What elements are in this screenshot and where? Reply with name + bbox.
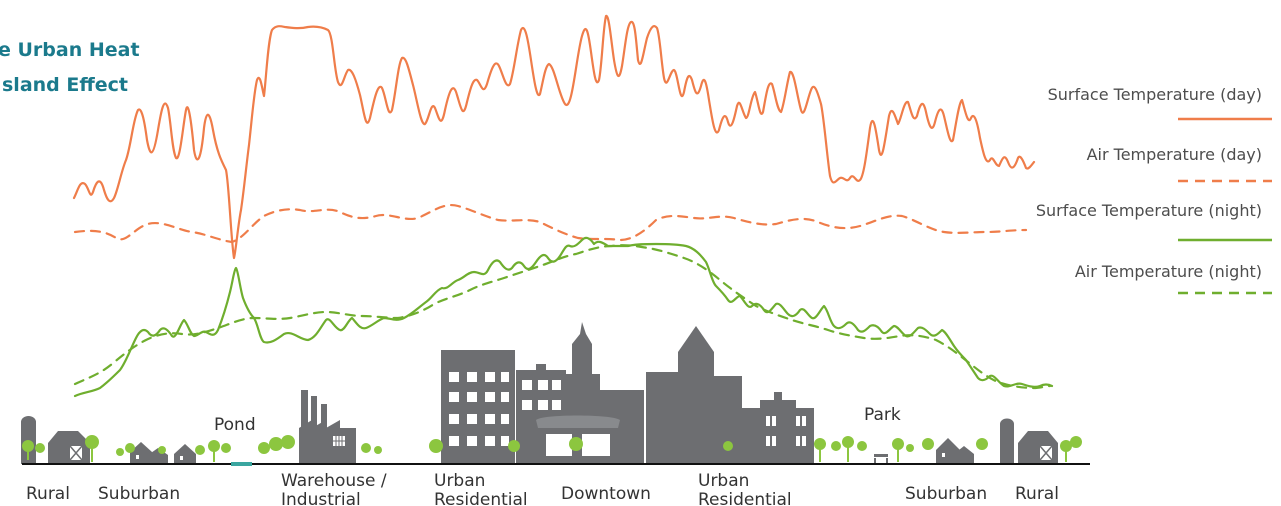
surface-temperature-day-line [72, 14, 1036, 260]
zone-labels: Rural Suburban Warehouse / Industrial Ur… [26, 471, 1059, 506]
legend-label-surface-night: Surface Temperature (night) [1036, 201, 1262, 220]
zone-label-urban-res-left-line2: Residential [434, 490, 528, 506]
factory-icon [299, 390, 356, 464]
storefront-building [536, 415, 620, 464]
zone-label-warehouse-line1: Warehouse / [281, 471, 387, 491]
zone-label-downtown: Downtown [561, 484, 651, 504]
surface-temperature-night-line [73, 236, 1054, 398]
legend: Surface Temperature (day) Air Temperatur… [1036, 85, 1272, 295]
apartment-building-left [441, 350, 515, 464]
skyline-illustration [21, 322, 1090, 466]
place-label-pond: Pond [214, 415, 256, 435]
zone-label-urban-res-right-line1: Urban [698, 471, 749, 491]
zone-label-warehouse-line2: Industrial [281, 490, 361, 506]
bench-icon [874, 454, 888, 464]
legend-label-air-day: Air Temperature (day) [1087, 145, 1262, 164]
apartment-building-right [742, 392, 814, 464]
barn-icon [1018, 431, 1058, 464]
silo-icon [1000, 418, 1014, 464]
air-temperature-night-line [73, 244, 1052, 390]
zone-label-suburban-left: Suburban [98, 484, 180, 504]
zone-label-urban-res-right-line2: Residential [698, 490, 792, 506]
barn-icon [48, 431, 90, 464]
house-icon [936, 438, 974, 464]
zone-label-urban-res-left-line1: Urban [434, 471, 485, 491]
legend-label-air-night: Air Temperature (night) [1075, 262, 1262, 281]
zone-label-suburban-right: Suburban [905, 484, 987, 504]
temperature-curves [72, 14, 1054, 398]
place-label-park: Park [864, 405, 901, 425]
tree-icon [22, 435, 1082, 462]
zone-label-rural-right: Rural [1015, 484, 1059, 504]
diagram-title-line2: sland Effect [2, 74, 128, 96]
air-temperature-day-line [73, 204, 1028, 244]
house-icon [130, 442, 196, 464]
zone-label-rural-left: Rural [26, 484, 70, 504]
legend-label-surface-day: Surface Temperature (day) [1048, 85, 1262, 104]
diagram-title-line1: e Urban Heat [0, 39, 140, 61]
